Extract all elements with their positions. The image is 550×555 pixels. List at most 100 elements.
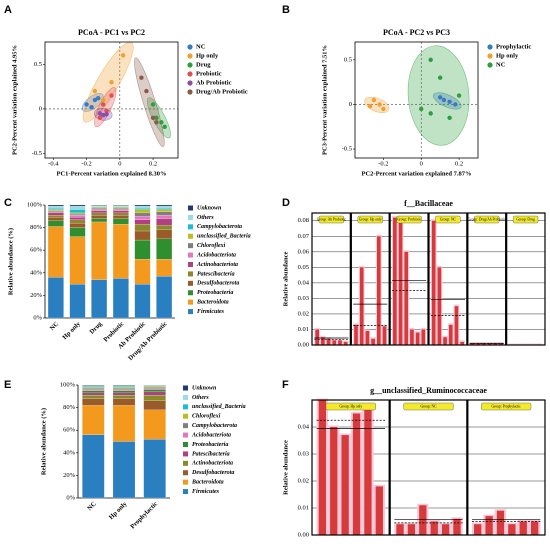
y-tick-label: 0.03	[298, 295, 309, 302]
point	[159, 120, 164, 125]
group-label-box	[396, 215, 422, 224]
point	[100, 112, 106, 118]
bar-segment	[69, 204, 86, 207]
plot-frame	[354, 41, 479, 159]
bar-segment	[47, 212, 64, 216]
bar	[365, 331, 370, 345]
point	[92, 97, 98, 103]
point	[150, 115, 156, 121]
bar-segment	[143, 387, 166, 389]
bar-segment	[91, 210, 108, 214]
y-tick-label: 0.02	[298, 477, 309, 484]
bar-segment	[156, 209, 173, 212]
group-label-box	[325, 402, 376, 411]
bar	[441, 524, 450, 535]
y-tick-label: 60%	[63, 427, 76, 434]
point	[441, 97, 447, 103]
legend-swatch	[187, 62, 193, 68]
y-tick-label: 20%	[63, 472, 76, 479]
y-tick-label: 0.5	[344, 56, 352, 63]
y-tick-label: 80%	[63, 404, 76, 411]
legend-swatch	[183, 451, 188, 457]
chart-title: PCoA - PC1 vs PC2	[78, 28, 145, 37]
x-axis-label: PC1-Percent variation explained 8.30%	[56, 170, 166, 177]
legend-label: Hp only	[196, 52, 219, 59]
bar-segment	[69, 219, 86, 224]
y-tick-label: 0.06	[298, 248, 310, 255]
panel-letter: D	[282, 197, 290, 209]
legend-label: Drug/Ab Probiotic	[196, 88, 248, 95]
y-axis-label: Relative abundance (%)	[40, 408, 47, 475]
legend-label: Desulfobacterota	[196, 281, 239, 287]
legend-label: Unknown	[197, 205, 222, 211]
bar	[493, 343, 498, 345]
legend-label: NC	[496, 61, 506, 68]
bar	[508, 524, 516, 535]
y-tick-label: 0.01	[298, 504, 309, 511]
bar	[453, 518, 461, 535]
point	[428, 111, 433, 116]
bar	[460, 341, 464, 345]
x-tick-label: NC	[49, 320, 61, 332]
bar-segment	[134, 208, 151, 210]
bar-segment	[91, 215, 108, 219]
legend-swatch	[183, 385, 188, 391]
bar	[343, 341, 348, 345]
bar-segment	[69, 209, 86, 214]
point	[437, 75, 443, 80]
bar-segment	[112, 215, 129, 219]
bar-segment	[112, 390, 136, 394]
point	[92, 88, 98, 94]
bar-segment	[47, 215, 64, 218]
bar-segment	[91, 208, 108, 210]
bar	[448, 324, 453, 345]
bar	[352, 413, 361, 535]
bar-segment	[112, 441, 136, 499]
point	[453, 102, 458, 107]
legend-label: unclassified_Bacteria	[197, 234, 251, 240]
legend-swatch	[187, 89, 193, 95]
bar-segment	[82, 398, 105, 406]
bar	[332, 340, 337, 345]
y-axis-label: Relative abundance	[282, 440, 289, 495]
bar	[415, 332, 420, 345]
bar	[454, 306, 459, 345]
bar-segment	[112, 207, 129, 209]
x-tick-label: -0.2	[378, 160, 388, 167]
bar-segment	[47, 210, 64, 212]
bar	[382, 326, 387, 345]
x-tick-label: NC	[86, 500, 98, 512]
y-tick-label: 0.08	[298, 217, 309, 224]
bar-segment	[47, 217, 64, 221]
bar-segment	[47, 209, 64, 211]
bar-segment	[112, 210, 129, 214]
point	[447, 99, 452, 104]
legend-swatch	[183, 489, 188, 495]
x-axis-label: PC2-Percent variation explained 7.87%	[361, 170, 471, 177]
legend-swatch	[183, 432, 188, 438]
point	[109, 79, 114, 85]
point	[97, 115, 103, 121]
bar-segment	[156, 211, 173, 216]
legend-label: Firmicutes	[197, 309, 225, 315]
y-axis-label: PC2-Percent variation explained 4.95%	[11, 45, 18, 155]
bar-segment	[112, 405, 136, 442]
panel-letter: C	[4, 197, 12, 209]
bar-segment	[143, 439, 166, 499]
legend-swatch	[188, 233, 193, 239]
legend-label: Prophylactic	[496, 43, 531, 50]
bar-segment	[82, 389, 105, 391]
y-tick-label: 100%	[60, 381, 76, 388]
bar-segment	[143, 386, 166, 388]
bar-segment	[69, 212, 86, 215]
bar-segment	[112, 278, 129, 319]
legend-label: Actinobacteriota	[196, 262, 238, 268]
point	[104, 112, 109, 117]
legend-label: Proteobacteria	[192, 442, 228, 448]
y-tick-label: 40%	[63, 449, 76, 456]
bar-segment	[134, 206, 151, 209]
bar	[496, 510, 505, 535]
bar-segment	[143, 388, 166, 390]
bar-segment	[156, 206, 173, 209]
legend-swatch	[188, 280, 193, 286]
